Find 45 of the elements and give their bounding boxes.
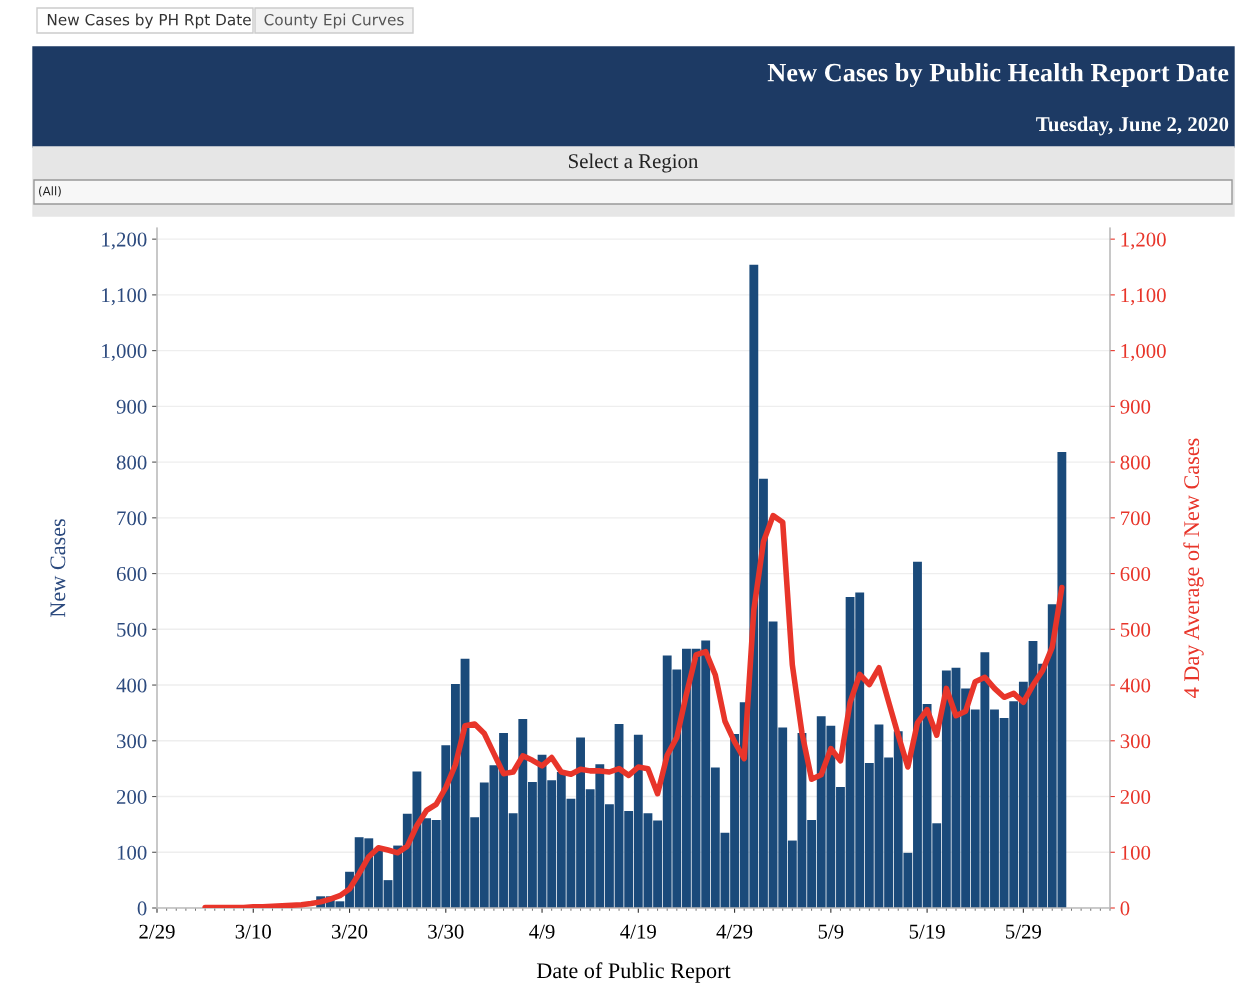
x-axis-title: Date of Public Report xyxy=(536,962,731,983)
chart-subtitle: Tuesday, June 2, 2020 xyxy=(1036,116,1229,136)
y2-tick-label: 1,200 xyxy=(1121,232,1166,250)
y-tick-label: 1,000 xyxy=(102,344,147,362)
x-tick-label: 2/29 xyxy=(139,924,175,939)
x-tick-label: 3/10 xyxy=(235,924,271,939)
y2-tick-label: 800 xyxy=(1120,455,1151,470)
y2-tick-label: 600 xyxy=(1120,566,1151,582)
y-axis-title: New Cases xyxy=(50,519,66,618)
y-tick-label: 400 xyxy=(116,678,147,693)
y-tick-label: 900 xyxy=(116,399,147,414)
text: (All) xyxy=(39,186,61,197)
y2-axis-title: 4 Day Average of New Cases xyxy=(1183,438,1204,698)
x-tick-label: 4/29 xyxy=(716,924,753,939)
y2-tick-label: 0 xyxy=(1120,901,1130,916)
x-tick-label: 5/29 xyxy=(1006,924,1042,939)
y2-tick-label: 1,000 xyxy=(1121,344,1166,362)
chart-title: New Cases by Public Health Report Date xyxy=(767,63,1229,87)
y-tick-label: 800 xyxy=(116,455,147,470)
y-tick-label: 200 xyxy=(116,789,147,804)
y2-tick-label: 500 xyxy=(1120,622,1151,637)
y-tick-label: 300 xyxy=(117,734,147,749)
y-tick-label: 1,200 xyxy=(102,232,147,250)
y-tick-label: 0 xyxy=(137,901,147,916)
text: County Epi Curves xyxy=(264,13,404,29)
x-tick-label: 4/9 xyxy=(529,924,555,939)
y2-tick-label: 400 xyxy=(1120,678,1151,693)
y-tick-label: 100 xyxy=(117,845,147,860)
x-tick-label: 3/20 xyxy=(332,924,368,939)
text: Select a Region xyxy=(569,153,699,173)
y2-tick-label: 300 xyxy=(1120,734,1151,749)
x-tick-label: 3/30 xyxy=(428,924,464,939)
y2-tick-label: 700 xyxy=(1121,511,1151,526)
y-tick-label: 500 xyxy=(117,622,147,637)
y2-tick-label: 900 xyxy=(1120,399,1151,414)
x-tick-label: 5/19 xyxy=(909,924,945,939)
y2-tick-label: 1,100 xyxy=(1121,288,1166,306)
y2-tick-label: 100 xyxy=(1121,845,1151,860)
text: New Cases by PH Rpt Date xyxy=(47,13,251,29)
x-tick-label: 4/19 xyxy=(620,924,656,939)
y-tick-label: 700 xyxy=(117,511,147,526)
y2-tick-label: 200 xyxy=(1120,789,1151,804)
y-tick-label: 1,100 xyxy=(102,288,147,306)
y-tick-label: 600 xyxy=(116,566,147,582)
x-tick-label: 5/9 xyxy=(818,924,844,939)
